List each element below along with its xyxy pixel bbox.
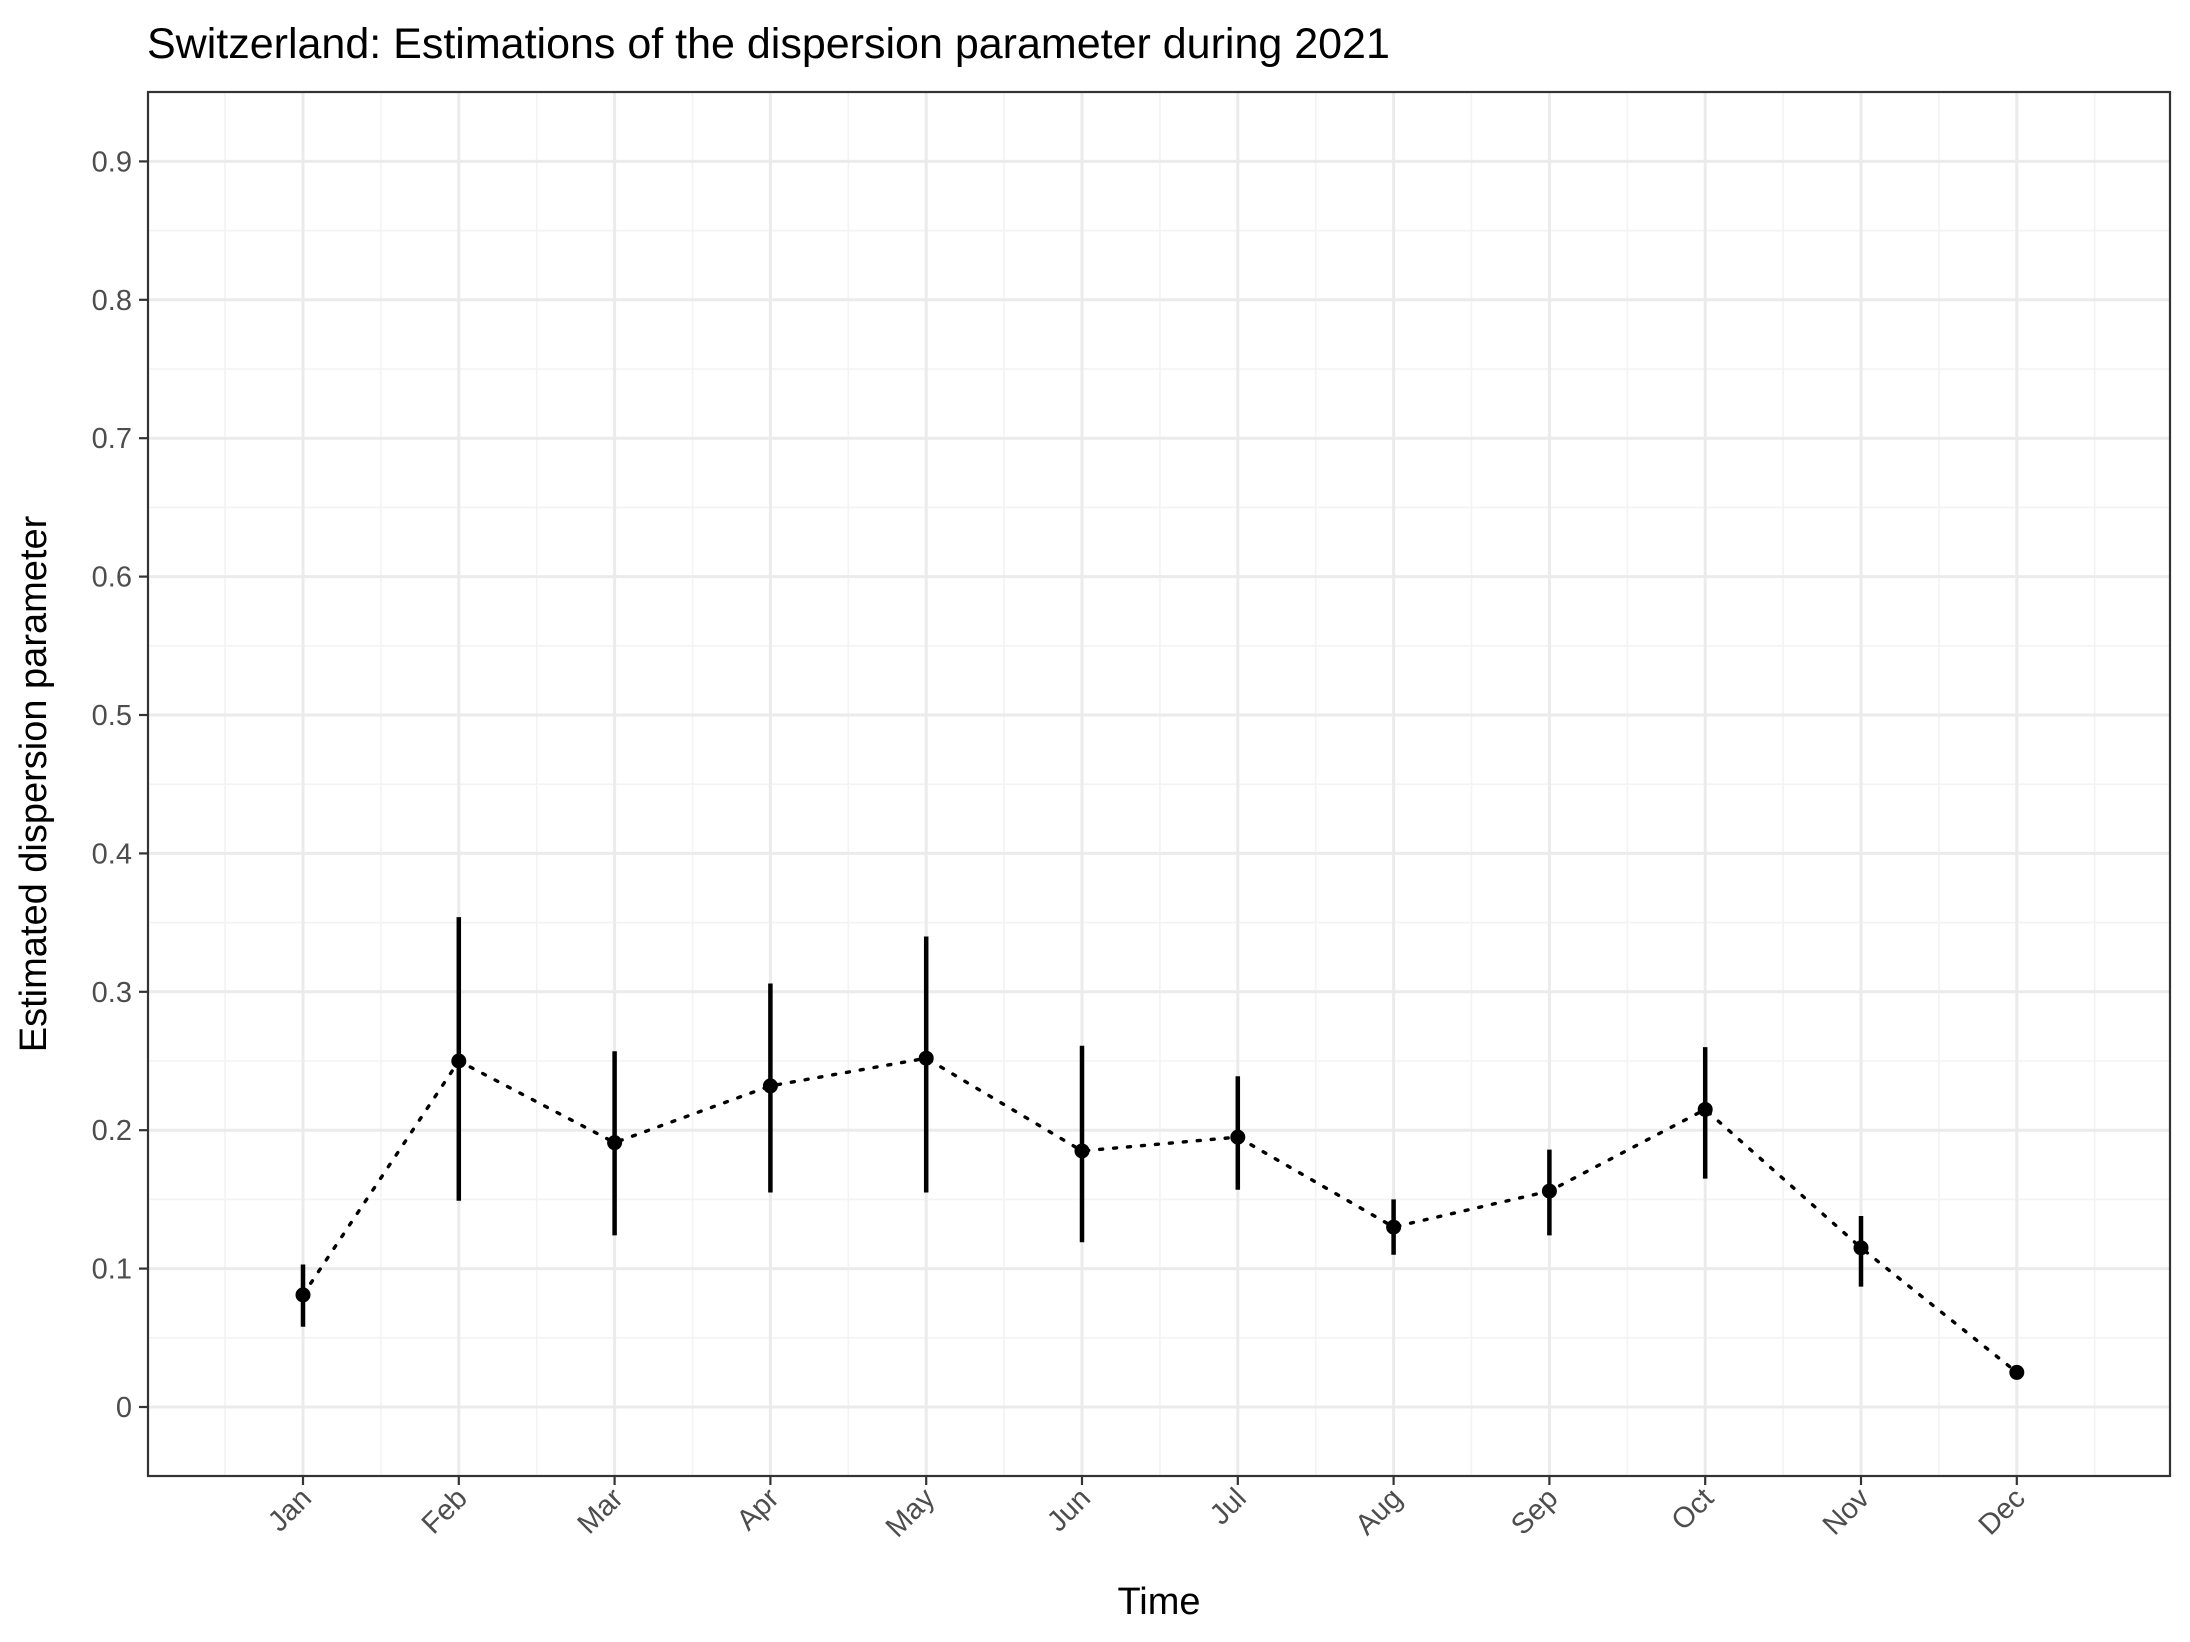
y-tick-label: 0.2 (92, 1115, 132, 1147)
data-point-apr (762, 1078, 778, 1094)
data-point-jan (295, 1287, 311, 1303)
grid-layer (148, 91, 2170, 1476)
data-point-mar (607, 1135, 623, 1151)
data-point-nov (1853, 1240, 1869, 1256)
y-tick-label: 0 (116, 1392, 132, 1424)
panel-border (146, 90, 2172, 1478)
data-point-jul (1230, 1129, 1246, 1145)
y-tick-label: 0.7 (92, 423, 132, 455)
data-point-feb (451, 1053, 467, 1069)
y-tick-label: 0.1 (92, 1254, 132, 1286)
y-tick-label: 0.4 (92, 838, 132, 870)
y-tick-label: 0.8 (92, 285, 132, 317)
series-layer (295, 917, 2025, 1380)
y-axis-title: Estimated dispersion parameter (13, 515, 55, 1052)
data-point-dec (2009, 1364, 2025, 1380)
y-tick-label: 0.3 (92, 977, 132, 1009)
data-point-aug (1386, 1219, 1402, 1235)
series-line (301, 1056, 2019, 1375)
x-axis-title: Time (1117, 1581, 1200, 1623)
data-point-jun (1074, 1143, 1090, 1159)
y-tick-label: 0.9 (92, 146, 132, 178)
chart-title: Switzerland: Estimations of the dispersi… (147, 20, 1390, 68)
data-point-sep (1541, 1183, 1557, 1199)
y-tick-label: 0.5 (92, 700, 132, 732)
y-tick-label: 0.6 (92, 562, 132, 594)
data-point-may (918, 1050, 934, 1066)
data-point-oct (1697, 1101, 1713, 1117)
